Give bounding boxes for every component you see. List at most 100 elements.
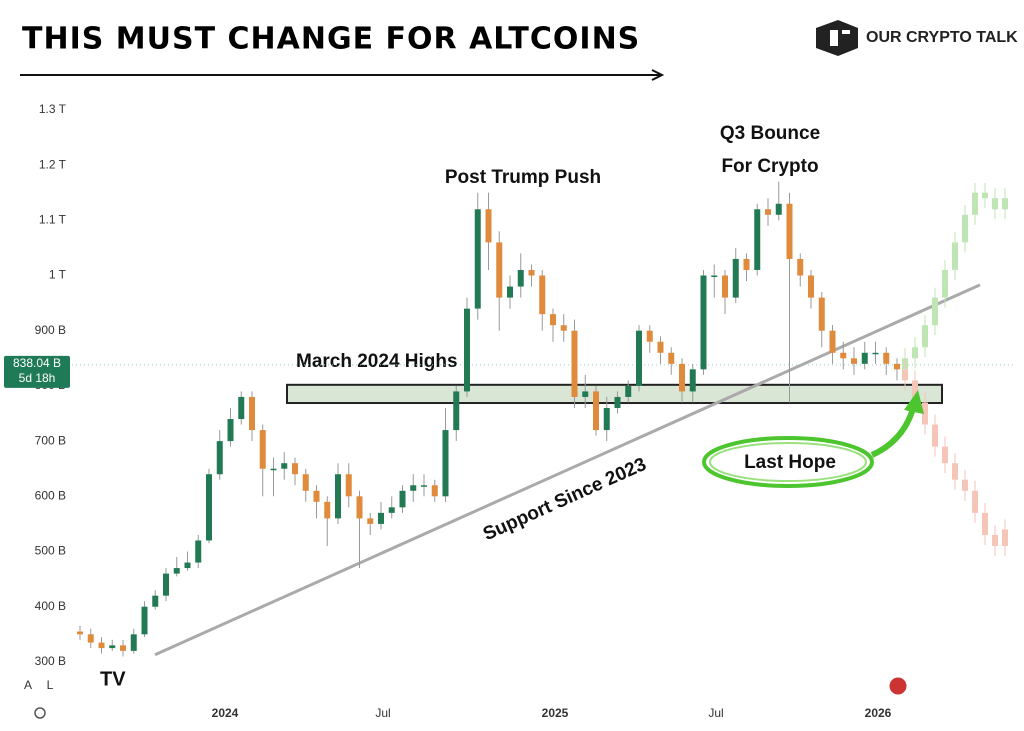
candle-body [184, 562, 191, 569]
candle-body [485, 209, 492, 243]
projection-candle [972, 490, 978, 513]
projection-candle [952, 463, 958, 480]
candle-body [765, 209, 771, 215]
title-arrow [651, 69, 665, 81]
candle-body [539, 275, 546, 315]
price-label: 838.04 B [13, 356, 61, 370]
candle-body [808, 275, 814, 298]
candle-body [227, 419, 234, 442]
candle-body [507, 286, 513, 298]
candle-body [324, 501, 331, 519]
projection-candle [962, 214, 968, 243]
candle-body [474, 209, 481, 309]
candle-body [77, 631, 83, 635]
candle-body [593, 391, 599, 431]
settings-icon[interactable] [34, 707, 46, 719]
candle-body [754, 209, 761, 270]
x-tick-label: Jul [375, 706, 390, 720]
candle-body [646, 330, 653, 342]
candle-body [636, 330, 642, 386]
candle-body [87, 634, 94, 643]
projection-candle [912, 380, 918, 403]
candle-body [367, 518, 374, 524]
brand-logo [816, 20, 858, 56]
event-flag [888, 676, 908, 696]
candle-body [98, 642, 105, 649]
toolbar-button[interactable]: A [24, 678, 32, 692]
candle-body [238, 396, 245, 420]
projection-candle [992, 534, 998, 546]
projection-candle [982, 192, 988, 199]
price-countdown: 5d 18h [19, 371, 56, 385]
candle-body [603, 407, 610, 431]
projection-candle [1002, 198, 1008, 210]
tv-logo: TV [100, 668, 126, 690]
projection-candle [972, 192, 978, 215]
candle-body [421, 485, 427, 487]
candle-body [840, 352, 847, 359]
y-tick-label: 400 B [35, 599, 66, 613]
candle-body [281, 463, 288, 469]
brand-name: OUR CRYPTO TALK [866, 29, 1018, 46]
candle-body [345, 474, 352, 497]
projection-candle [902, 369, 908, 381]
candle-body [270, 468, 277, 471]
candle-body [732, 258, 739, 298]
projection-candle [942, 446, 948, 464]
candle-body [216, 441, 223, 475]
candle-body [152, 595, 159, 607]
candle-body [625, 385, 632, 397]
y-tick-label: 1.1 T [39, 212, 67, 226]
x-tick-label: 2024 [212, 706, 239, 720]
candle-body [356, 496, 363, 519]
candle-body [442, 430, 449, 497]
candle-body [302, 474, 309, 491]
annotation: Post Trump Push [445, 167, 601, 188]
candle-body [130, 634, 137, 651]
candle-body [894, 363, 900, 370]
x-tick-label: 2025 [542, 706, 569, 720]
candle-body [668, 352, 675, 364]
candle-body [259, 430, 266, 469]
projection-candle [922, 402, 928, 425]
candle-body [431, 485, 438, 497]
candle-body [313, 490, 320, 502]
target-label: Last Hope [744, 452, 836, 473]
candle-body [786, 203, 793, 259]
projection-candle [942, 269, 948, 298]
candle-body [775, 203, 782, 215]
projection-candle [952, 242, 958, 270]
support-line [154, 283, 981, 657]
candle-body [528, 269, 535, 276]
projection-candle [922, 325, 928, 348]
candle-body [399, 490, 406, 508]
y-tick-label: 900 B [35, 323, 66, 337]
projection-candle [992, 198, 998, 210]
candle-body [818, 297, 825, 331]
x-tick-label: Jul [708, 706, 723, 720]
candle-body [410, 485, 417, 491]
toolbar-button[interactable]: L [47, 678, 54, 692]
annotation: Q3 Bounce [720, 123, 820, 144]
projection-candle [982, 512, 988, 535]
candle-body [378, 512, 384, 524]
candle-body [496, 242, 503, 298]
candle-body [560, 325, 567, 331]
candle-body [388, 507, 395, 513]
candle-body [163, 573, 169, 596]
y-tick-label: 300 B [35, 654, 66, 668]
candle-body [861, 352, 868, 364]
candle-body [464, 308, 470, 392]
candle-body [141, 606, 148, 635]
candle-body [829, 330, 836, 353]
candle-body [292, 463, 298, 475]
candle-body [689, 369, 696, 392]
candle-body [657, 341, 664, 353]
candle-body [711, 275, 718, 278]
y-tick-label: 700 B [35, 433, 66, 447]
candle-body [883, 352, 890, 364]
y-tick-label: 1 T [49, 268, 67, 282]
candle-body [872, 352, 879, 355]
